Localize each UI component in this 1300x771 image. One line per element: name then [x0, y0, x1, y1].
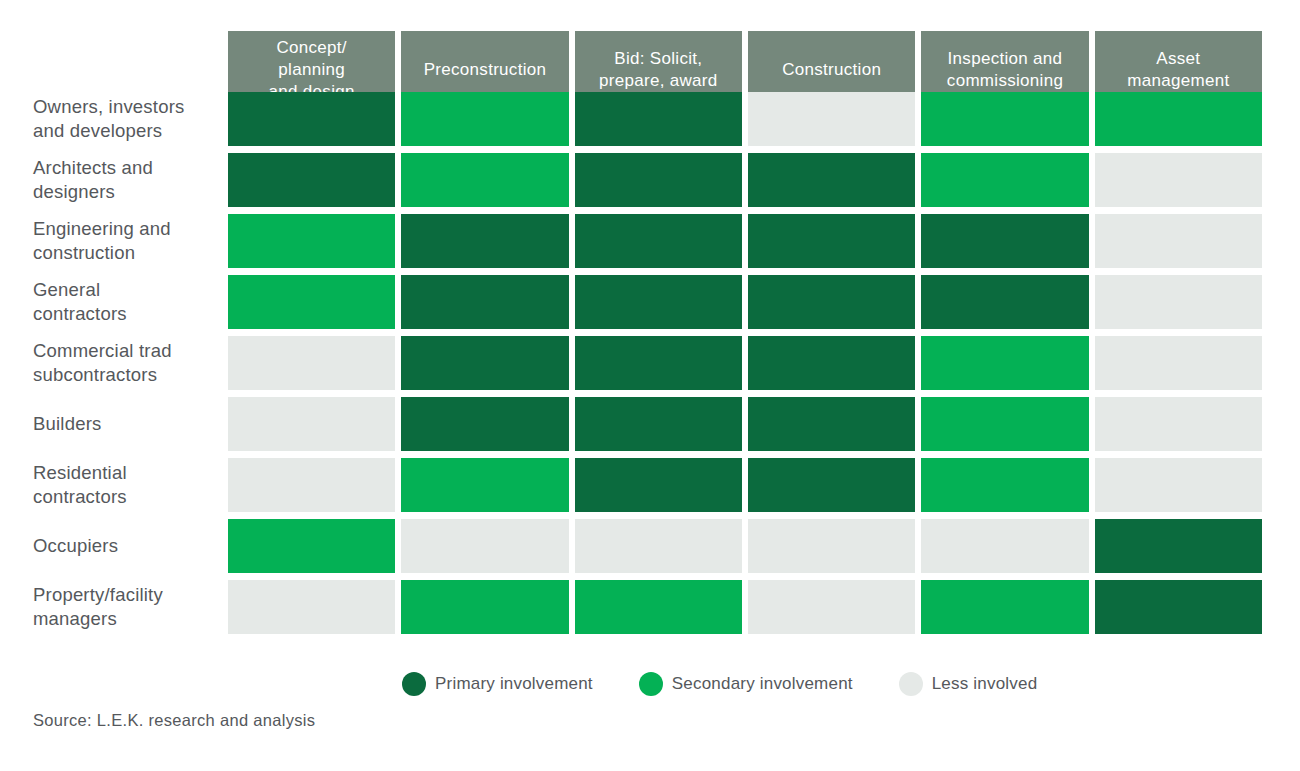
matrix-cell-r7-c4 — [748, 458, 915, 512]
matrix-cell-r2-c2 — [401, 153, 568, 207]
matrix-cell-r4-c4 — [748, 275, 915, 329]
matrix-cell-r6-c6 — [1095, 397, 1262, 451]
matrix-cell-r5-c4 — [748, 336, 915, 390]
matrix-cell-r7-c5 — [921, 458, 1088, 512]
matrix-cell-r9-c1 — [228, 580, 395, 634]
matrix-cell-r2-c1 — [228, 153, 395, 207]
matrix-cell-r1-c6 — [1095, 92, 1262, 146]
row-label-8: Occupiers — [33, 519, 222, 573]
legend-swatch-less-icon — [899, 672, 923, 696]
matrix-cell-r2-c3 — [575, 153, 742, 207]
matrix-grid-area: Concept/ planning and designPreconstruct… — [33, 31, 1262, 634]
matrix-cell-r1-c2 — [401, 92, 568, 146]
matrix-cell-r6-c5 — [921, 397, 1088, 451]
matrix-cell-r4-c6 — [1095, 275, 1262, 329]
matrix-cell-r1-c5 — [921, 92, 1088, 146]
matrix-cell-r1-c4 — [748, 92, 915, 146]
legend-item-secondary: Secondary involvement — [639, 672, 853, 696]
matrix-cell-r8-c4 — [748, 519, 915, 573]
matrix-cell-r3-c3 — [575, 214, 742, 268]
matrix-grid: Concept/ planning and designPreconstruct… — [33, 31, 1262, 634]
matrix-cell-r8-c1 — [228, 519, 395, 573]
row-label-9: Property/facility managers — [33, 580, 222, 634]
matrix-cell-r5-c3 — [575, 336, 742, 390]
row-label-3: Engineering and construction — [33, 214, 222, 268]
matrix-cell-r4-c2 — [401, 275, 568, 329]
matrix-cell-r7-c6 — [1095, 458, 1262, 512]
legend-label-secondary: Secondary involvement — [672, 674, 853, 694]
matrix-cell-r8-c5 — [921, 519, 1088, 573]
matrix-cell-r4-c1 — [228, 275, 395, 329]
matrix-cell-r3-c5 — [921, 214, 1088, 268]
matrix-cell-r8-c2 — [401, 519, 568, 573]
matrix-cell-r9-c3 — [575, 580, 742, 634]
matrix-cell-r3-c2 — [401, 214, 568, 268]
matrix-cell-r7-c1 — [228, 458, 395, 512]
row-label-7: Residential contractors — [33, 458, 222, 512]
legend-item-less: Less involved — [899, 672, 1038, 696]
matrix-cell-r2-c4 — [748, 153, 915, 207]
matrix-cell-r1-c1 — [228, 92, 395, 146]
legend-label-less: Less involved — [932, 674, 1038, 694]
matrix-cell-r2-c5 — [921, 153, 1088, 207]
row-label-1: Owners, investors and developers — [33, 92, 222, 146]
row-label-4: General contractors — [33, 275, 222, 329]
matrix-cell-r9-c6 — [1095, 580, 1262, 634]
matrix-cell-r4-c5 — [921, 275, 1088, 329]
source-note: Source: L.E.K. research and analysis — [33, 711, 315, 730]
matrix-cell-r5-c6 — [1095, 336, 1262, 390]
matrix-cell-r2-c6 — [1095, 153, 1262, 207]
matrix-cell-r9-c4 — [748, 580, 915, 634]
matrix-cell-r1-c3 — [575, 92, 742, 146]
matrix-cell-r6-c4 — [748, 397, 915, 451]
row-label-6: Builders — [33, 397, 222, 451]
matrix-cell-r7-c2 — [401, 458, 568, 512]
matrix-cell-r6-c2 — [401, 397, 568, 451]
legend-item-primary: Primary involvement — [402, 672, 593, 696]
matrix-cell-r3-c1 — [228, 214, 395, 268]
matrix-cell-r5-c5 — [921, 336, 1088, 390]
legend-label-primary: Primary involvement — [435, 674, 593, 694]
legend: Primary involvement Secondary involvement… — [402, 672, 1037, 696]
matrix-cell-r3-c4 — [748, 214, 915, 268]
matrix-cell-r4-c3 — [575, 275, 742, 329]
matrix-cell-r5-c2 — [401, 336, 568, 390]
matrix-cell-r8-c6 — [1095, 519, 1262, 573]
matrix-cell-r6-c3 — [575, 397, 742, 451]
matrix-cell-r9-c2 — [401, 580, 568, 634]
legend-swatch-primary-icon — [402, 672, 426, 696]
involvement-matrix-chart: Concept/ planning and designPreconstruct… — [0, 0, 1300, 771]
matrix-cell-r5-c1 — [228, 336, 395, 390]
row-label-2: Architects and designers — [33, 153, 222, 207]
matrix-cell-r3-c6 — [1095, 214, 1262, 268]
row-label-5: Commercial trad subcontractors — [33, 336, 222, 390]
matrix-cell-r8-c3 — [575, 519, 742, 573]
matrix-cell-r9-c5 — [921, 580, 1088, 634]
matrix-cell-r6-c1 — [228, 397, 395, 451]
matrix-cell-r7-c3 — [575, 458, 742, 512]
legend-swatch-secondary-icon — [639, 672, 663, 696]
